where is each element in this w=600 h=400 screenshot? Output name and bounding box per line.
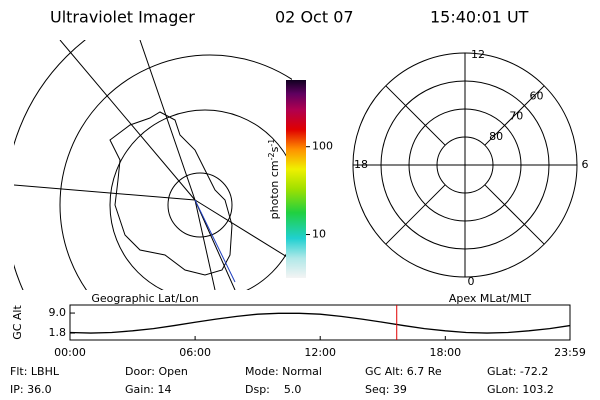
polar-axis	[484, 85, 545, 146]
info-field: Gain: 14	[125, 383, 172, 396]
x-tick-label: 12:00	[304, 346, 336, 359]
info-field: GLon: 103.2	[487, 383, 554, 396]
colorbar	[286, 80, 306, 278]
polar-hour-label: 18	[354, 158, 368, 171]
polar-hour-label: 0	[468, 275, 475, 288]
x-tick-label: 23:59	[554, 346, 586, 359]
info-field: Dsp: 5.0	[245, 383, 301, 396]
polar-ring	[408, 108, 522, 222]
info-field: Flt: LBHL	[10, 365, 60, 378]
date: 02 Oct 07	[275, 8, 354, 27]
polar-ring	[380, 80, 550, 250]
unit-exp: -1	[267, 139, 276, 147]
title: Ultraviolet Imager	[50, 8, 195, 27]
time: 15:40:01 UT	[430, 8, 529, 27]
polar-hour-label: 6	[582, 158, 589, 171]
info-field: Mode: Normal	[245, 365, 322, 378]
unit-text: s	[268, 146, 281, 152]
unit-exp: -2	[267, 152, 276, 160]
altitude-plot: GC Alt 9.0 1.8 00:00 06:00 12:00 18:00 23:59	[11, 304, 586, 359]
polar-ring-label: 80	[489, 130, 503, 143]
polar-axis	[385, 184, 446, 245]
altitude-line	[69, 312, 571, 334]
x-tick-label: 18:00	[429, 346, 461, 359]
polar-axis	[484, 184, 545, 245]
x-tick-label: 00:00	[54, 346, 86, 359]
colorbar-unit: photon cm-2s-1	[267, 139, 282, 220]
x-tick-label: 06:00	[179, 346, 211, 359]
y-tick-label: 9.0	[49, 306, 67, 319]
y-tick-label: 1.8	[49, 326, 67, 339]
polar-hour-label: 12	[471, 48, 485, 61]
colorbar-tick-label: 100	[312, 140, 333, 153]
polar-ring-label: 60	[529, 90, 543, 103]
polar-ring-label: 70	[509, 110, 523, 123]
info-field: Seq: 39	[365, 383, 407, 396]
map-grid	[14, 40, 292, 290]
info-field: Door: Open	[125, 365, 188, 378]
y-axis-label: GC Alt	[11, 305, 24, 340]
footer: Flt: LBHL Door: Open Mode: Normal GC Alt: 6…	[10, 365, 554, 396]
unit-text: photon cm	[268, 160, 281, 219]
polar-plot	[352, 52, 578, 278]
colorbar-tick-label: 10	[312, 228, 326, 241]
info-field: GLat: -72.2	[487, 365, 548, 378]
plot-frame	[69, 304, 571, 341]
polar-ring	[436, 136, 494, 194]
info-field: GC Alt: 6.7 Re	[365, 365, 442, 378]
map-label: Geographic Lat/Lon	[91, 292, 198, 305]
info-field: IP: 36.0	[10, 383, 52, 396]
polar-label: Apex MLat/MLT	[449, 292, 532, 305]
polar-axis	[385, 85, 446, 146]
